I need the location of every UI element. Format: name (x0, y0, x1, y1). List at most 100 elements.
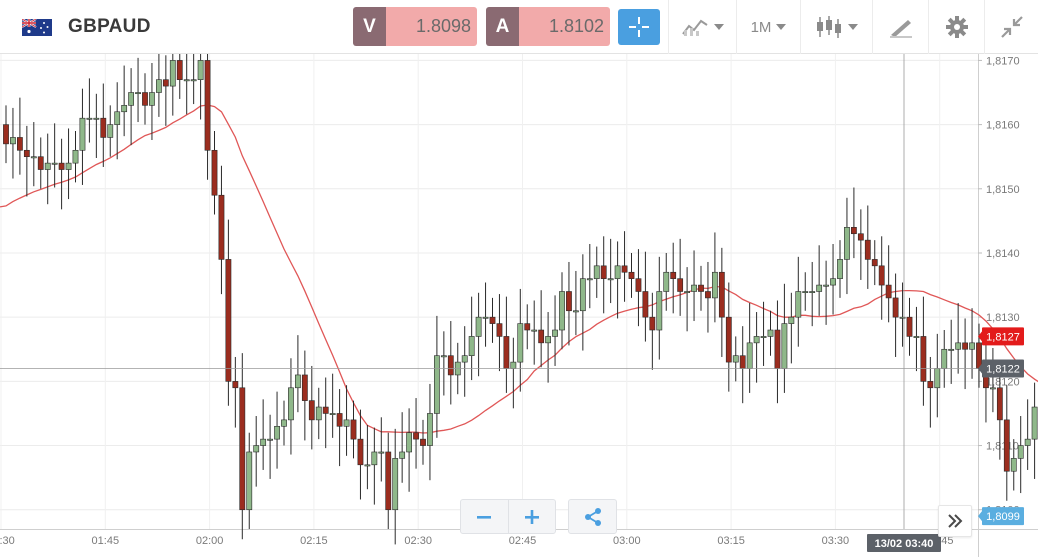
candle[interactable] (399, 412, 406, 483)
candle[interactable] (969, 308, 975, 379)
candle[interactable] (552, 295, 558, 366)
candle[interactable] (30, 122, 37, 187)
candle[interactable] (1017, 416, 1024, 494)
candle[interactable] (406, 408, 412, 492)
candle[interactable] (357, 409, 364, 500)
candle[interactable] (427, 383, 433, 481)
candle[interactable] (128, 68, 134, 146)
candle[interactable] (37, 137, 44, 189)
candlestick-chart[interactable]: 1,81001,81101,81201,81301,81401,81501,81… (0, 25, 1038, 557)
candle[interactable] (149, 62, 155, 141)
candle[interactable] (253, 416, 260, 487)
candle[interactable] (294, 335, 301, 413)
candle[interactable] (732, 336, 739, 382)
candle[interactable] (274, 391, 280, 469)
zoom-in-button[interactable] (508, 500, 555, 533)
candle[interactable] (864, 205, 871, 289)
candle[interactable] (878, 236, 885, 320)
candle[interactable] (962, 318, 968, 390)
candle[interactable] (315, 387, 322, 440)
candle[interactable] (691, 250, 697, 322)
candle[interactable] (621, 231, 628, 302)
candle[interactable] (698, 265, 704, 311)
candle[interactable] (218, 165, 225, 295)
candle[interactable] (656, 256, 663, 360)
candle[interactable] (79, 88, 86, 185)
candle[interactable] (385, 432, 392, 529)
scroll-to-latest-button[interactable] (938, 505, 972, 537)
candle[interactable] (871, 240, 878, 286)
candle[interactable] (802, 272, 809, 311)
candle[interactable] (107, 105, 114, 157)
candle-style-button[interactable] (800, 0, 872, 54)
candle[interactable] (135, 57, 141, 123)
candle[interactable] (23, 125, 30, 197)
candle[interactable] (628, 252, 635, 298)
candle[interactable] (983, 339, 989, 423)
candle[interactable] (183, 50, 190, 115)
candle[interactable] (579, 254, 586, 351)
collapse-button[interactable] (984, 0, 1038, 54)
candle[interactable] (378, 417, 385, 482)
candle[interactable] (753, 312, 760, 383)
candle[interactable] (593, 246, 600, 298)
candle[interactable] (823, 260, 829, 325)
candle[interactable] (16, 97, 23, 175)
candle[interactable] (260, 399, 267, 470)
candle[interactable] (308, 365, 315, 450)
candle[interactable] (850, 187, 857, 259)
candle[interactable] (816, 245, 823, 316)
ask-quote-button[interactable]: A 1.8102 (486, 7, 610, 46)
candle[interactable] (190, 39, 197, 105)
candle[interactable] (197, 36, 204, 120)
candle[interactable] (72, 131, 79, 183)
candle[interactable] (100, 83, 107, 167)
drawing-tools-button[interactable] (872, 0, 928, 54)
candle[interactable] (1024, 399, 1031, 470)
candle[interactable] (906, 297, 913, 356)
candle[interactable] (670, 242, 677, 314)
candle[interactable] (913, 306, 920, 372)
candle[interactable] (392, 428, 399, 545)
candle[interactable] (371, 427, 378, 505)
candle[interactable] (58, 138, 65, 210)
candle[interactable] (989, 347, 996, 413)
candle[interactable] (1031, 382, 1038, 479)
candle[interactable] (350, 400, 357, 459)
candle[interactable] (281, 400, 287, 446)
candle[interactable] (844, 197, 850, 295)
candle[interactable] (927, 356, 934, 428)
candle[interactable] (545, 312, 551, 383)
candle[interactable] (142, 73, 148, 125)
candle[interactable] (746, 303, 753, 393)
candle[interactable] (572, 270, 579, 336)
candle[interactable] (941, 330, 948, 388)
candle[interactable] (705, 261, 711, 333)
candle[interactable] (948, 319, 955, 384)
candle[interactable] (239, 353, 246, 540)
candle[interactable] (830, 244, 836, 315)
chart-type-button[interactable] (668, 0, 736, 54)
candle[interactable] (510, 337, 517, 409)
candle[interactable] (885, 245, 892, 323)
candle[interactable] (121, 65, 128, 137)
candle[interactable] (482, 282, 489, 347)
candle[interactable] (364, 425, 371, 490)
candle[interactable] (955, 303, 962, 374)
candle[interactable] (809, 261, 816, 327)
candle[interactable] (760, 301, 767, 366)
candle[interactable] (413, 398, 419, 469)
candle[interactable] (246, 432, 253, 529)
candle[interactable] (329, 373, 336, 438)
candle[interactable] (176, 41, 183, 99)
candle[interactable] (892, 273, 899, 357)
candle[interactable] (607, 238, 614, 304)
candle[interactable] (566, 261, 572, 346)
candle[interactable] (433, 315, 440, 438)
candle[interactable] (857, 209, 864, 280)
candle[interactable] (725, 282, 732, 392)
candle[interactable] (899, 282, 906, 347)
candle[interactable] (559, 272, 565, 350)
candle[interactable] (837, 240, 843, 298)
candle[interactable] (447, 321, 454, 405)
